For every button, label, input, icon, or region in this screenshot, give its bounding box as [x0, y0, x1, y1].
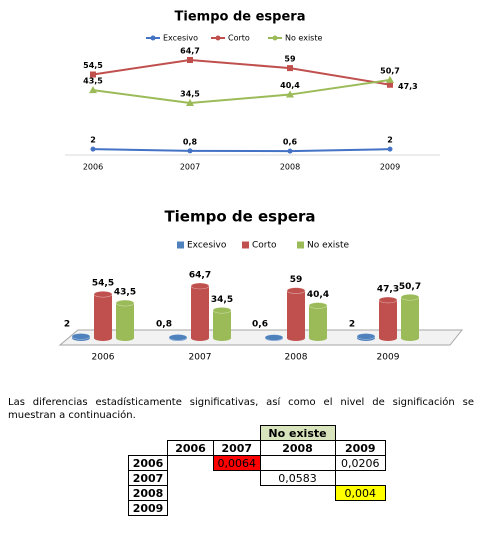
- x-tick-label: 2006: [83, 163, 103, 172]
- marker: [187, 57, 193, 63]
- bar-top: [93, 290, 113, 298]
- bar: [287, 290, 305, 338]
- bar: [309, 305, 327, 338]
- data-label: 47,3: [398, 82, 418, 91]
- marker: [387, 81, 393, 88]
- data-label: 2: [90, 136, 96, 145]
- marker: [90, 146, 96, 152]
- data-label: 64,7: [180, 47, 200, 56]
- marker: [386, 75, 394, 83]
- row-header: 2007: [128, 470, 168, 486]
- legend-marker: [272, 35, 278, 41]
- data-label: 2: [387, 136, 393, 145]
- x-tick-label: 2009: [377, 353, 400, 363]
- legend-label: Excesivo: [163, 34, 198, 43]
- significance-table: No existe 2006 2007 2008 2009 2006 0,006…: [128, 425, 386, 516]
- bar: [379, 299, 397, 338]
- data-label: 2: [64, 320, 70, 330]
- data-label: 47,3: [377, 284, 399, 294]
- marker: [90, 71, 96, 78]
- data-label: 40,4: [307, 290, 329, 300]
- legend-label: No existe: [285, 34, 322, 43]
- legend-swatch: [177, 241, 184, 249]
- bar-top: [71, 333, 91, 340]
- bar-top: [168, 334, 188, 341]
- bar: [401, 297, 419, 338]
- data-label: 54,5: [83, 61, 103, 70]
- x-tick-label: 2007: [189, 353, 212, 363]
- data-label: 0,8: [156, 320, 172, 330]
- bar-top: [286, 287, 306, 294]
- x-tick-label: 2008: [285, 353, 308, 363]
- charts: Tiempo de espera 2006 2007 2008 2009 2 0,8 0,6 2…: [58, 10, 464, 363]
- marker: [287, 65, 293, 72]
- column-header: 2007: [213, 440, 261, 456]
- bar-top: [115, 299, 135, 307]
- x-tick-label: 2008: [280, 163, 300, 172]
- column-header: 2008: [259, 440, 336, 456]
- line: [92, 78, 391, 104]
- x-tick-label: 2007: [180, 163, 200, 172]
- bar: [94, 294, 112, 338]
- data-label: 34,5: [211, 295, 233, 305]
- bar-top: [356, 333, 376, 340]
- row-header: 2008: [128, 485, 168, 501]
- marker: [89, 86, 97, 94]
- data-label: 50,7: [380, 66, 400, 75]
- legend-label: No existe: [307, 241, 350, 251]
- data-label: 59: [284, 55, 296, 64]
- marker: [286, 90, 294, 98]
- marker: [387, 146, 393, 152]
- legend-label: Excesivo: [187, 241, 227, 251]
- legend-marker: [150, 35, 156, 41]
- data-label: 50,7: [399, 282, 421, 292]
- data-label: 34,5: [180, 89, 200, 98]
- x-tick-label: 2009: [380, 163, 400, 172]
- line: [92, 148, 391, 153]
- column-header: 2009: [334, 440, 386, 456]
- row-header: 2006: [128, 455, 168, 471]
- cell: 0,0206: [334, 455, 386, 471]
- cell: 0,0583: [259, 470, 336, 486]
- marker: [287, 148, 293, 154]
- data-label: 59: [290, 275, 303, 285]
- group-header: No existe: [259, 425, 336, 441]
- data-label: 2: [349, 320, 355, 330]
- cell: 0,0064: [213, 455, 261, 471]
- data-label: 0,6: [252, 320, 268, 330]
- legend-swatch: [242, 241, 249, 249]
- data-label: 0,8: [183, 137, 198, 146]
- bar: [116, 303, 134, 338]
- legend-swatch: [297, 241, 304, 249]
- data-label: 0,6: [283, 138, 298, 147]
- column-header: 2006: [167, 440, 214, 456]
- bar-top: [400, 293, 420, 301]
- marker: [186, 98, 194, 106]
- data-label: 43,5: [114, 288, 136, 298]
- bar-top: [212, 306, 232, 314]
- bar-top: [190, 282, 210, 290]
- bar: [191, 286, 209, 338]
- row-header: 2009: [128, 500, 168, 516]
- data-label: 64,7: [189, 271, 211, 281]
- data-label: 40,4: [280, 81, 300, 90]
- legend-label: Corto: [228, 34, 250, 43]
- legend-label: Corto: [252, 241, 277, 251]
- paragraph: Las diferencias estadísticamente signifi…: [8, 397, 474, 421]
- x-tick-label: 2006: [92, 353, 115, 363]
- data-label: 54,5: [92, 279, 114, 289]
- chart-title: Tiempo de espera: [164, 208, 315, 226]
- bar: [213, 310, 231, 338]
- chart-title: Tiempo de espera: [175, 10, 306, 25]
- bar-top: [308, 302, 328, 309]
- data-label: 43,5: [83, 77, 103, 86]
- bar-top: [378, 296, 398, 304]
- bar-top: [264, 334, 284, 341]
- legend-marker: [215, 35, 221, 41]
- cell: 0,004: [334, 485, 386, 501]
- marker: [187, 148, 193, 154]
- line: [92, 58, 391, 86]
